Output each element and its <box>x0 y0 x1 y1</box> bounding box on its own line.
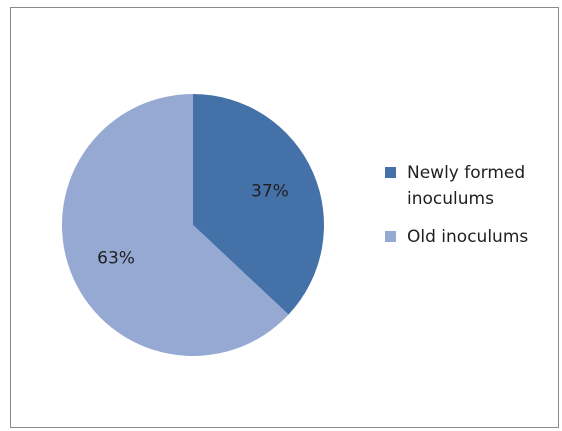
data-label-1: 63% <box>97 248 135 268</box>
pie-labels: 37% 63% <box>97 182 289 269</box>
legend: Newly formed inoculums Old inoculums <box>385 160 557 262</box>
legend-item-old: Old inoculums <box>385 224 557 250</box>
data-label-0: 37% <box>251 182 289 202</box>
legend-label-newly-formed: Newly formed inoculums <box>407 163 526 209</box>
pie-slice-1 <box>62 94 289 356</box>
pie-slices <box>62 94 325 356</box>
legend-label-old: Old inoculums <box>407 227 529 247</box>
legend-item-newly-formed: Newly formed inoculums <box>385 160 557 212</box>
pie-slice-0 <box>193 94 325 315</box>
legend-swatch-newly-formed <box>385 167 396 178</box>
legend-swatch-old <box>385 231 396 242</box>
